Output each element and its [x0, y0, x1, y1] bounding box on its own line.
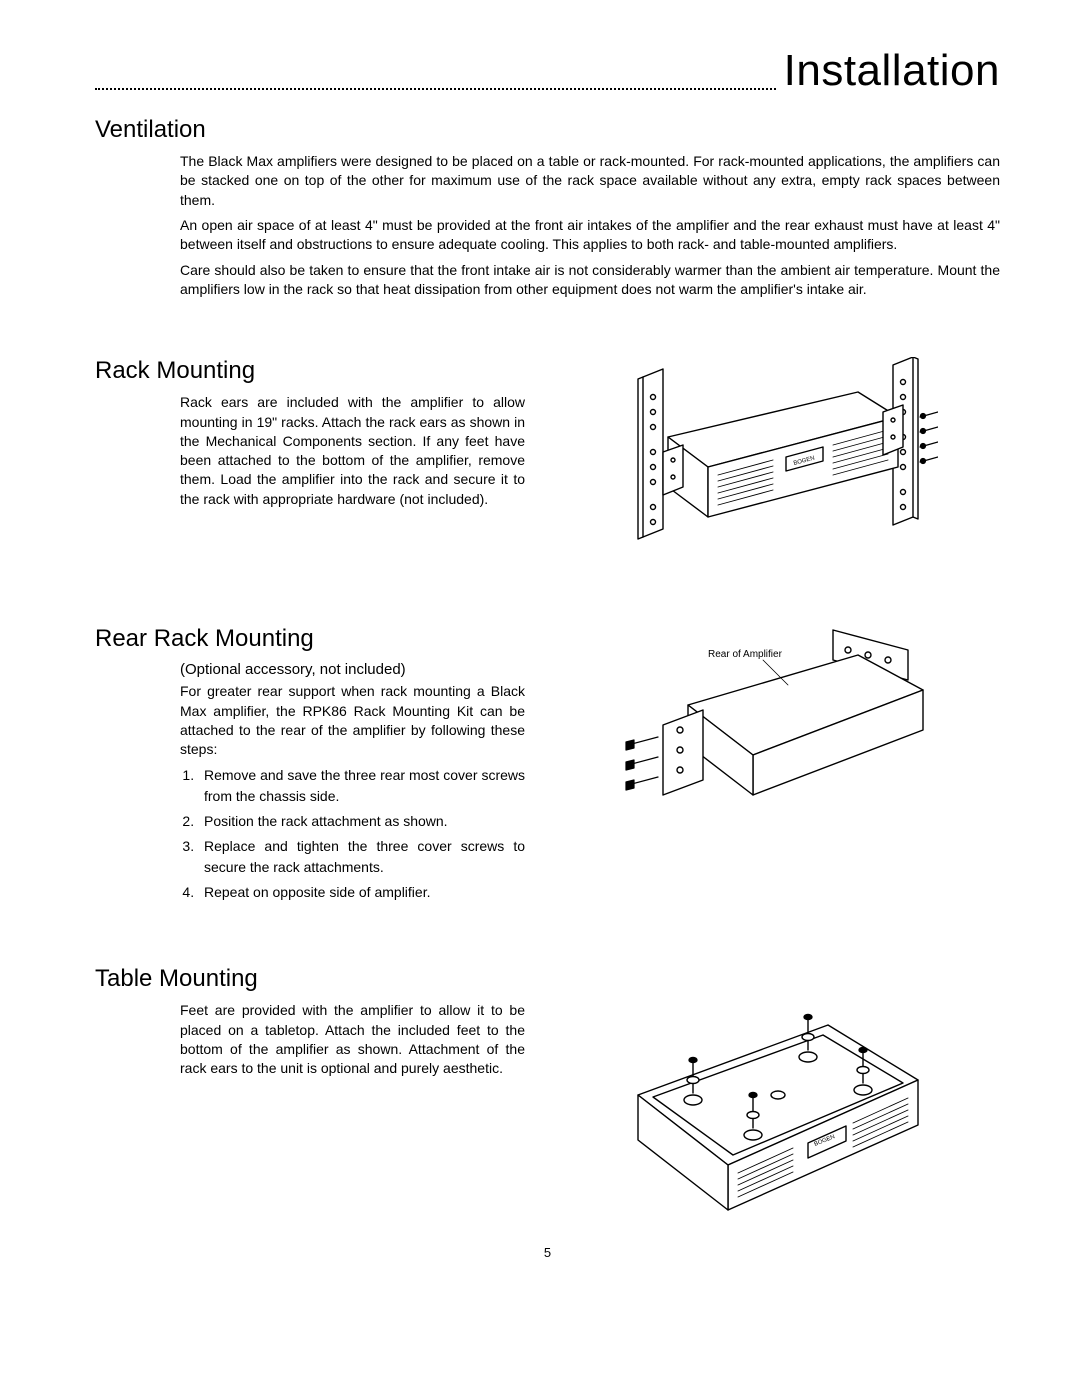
heading-ventilation: Ventilation [95, 116, 1000, 144]
page-number: 5 [95, 1245, 1000, 1260]
ventilation-p1: The Black Max amplifiers were designed t… [180, 152, 1000, 210]
section-rear-rack: Rear Rack Mounting (Optional accessory, … [95, 625, 1000, 907]
rack-p1: Rack ears are included with the amplifie… [180, 393, 525, 509]
rear-steps: Remove and save the three rear most cove… [198, 765, 525, 903]
section-ventilation: Ventilation The Black Max amplifiers wer… [95, 116, 1000, 299]
section-table: Table Mounting Feet are provided with th… [95, 965, 1000, 1215]
body-ventilation: The Black Max amplifiers were designed t… [180, 152, 1000, 299]
heading-rear: Rear Rack Mounting [95, 625, 525, 653]
rear-step-1: Remove and save the three rear most cove… [198, 765, 525, 807]
rear-p1: For greater rear support when rack mount… [180, 682, 525, 759]
heading-table: Table Mounting [95, 965, 525, 993]
rear-step-4: Repeat on opposite side of amplifier. [198, 882, 525, 903]
page-title: Installation [776, 46, 1000, 96]
figure-rear-rack: Rear of Amplifier [608, 625, 938, 855]
manual-page: Installation Ventilation The Black Max a… [0, 0, 1080, 1300]
figure-table-mounting: BOGEN [608, 965, 938, 1215]
ventilation-p3: Care should also be taken to ensure that… [180, 261, 1000, 300]
rear-step-3: Replace and tighten the three cover scre… [198, 836, 525, 878]
table-p1: Feet are provided with the amplifier to … [180, 1001, 525, 1078]
rear-fig-label: Rear of Amplifier [708, 649, 783, 660]
section-rack: Rack Mounting Rack ears are included wit… [95, 357, 1000, 567]
heading-rack: Rack Mounting [95, 357, 525, 385]
figure-rack-mounting: BOGEN [608, 357, 938, 567]
rear-subtitle: (Optional accessory, not included) [180, 661, 525, 678]
rear-step-2: Position the rack attachment as shown. [198, 811, 525, 832]
ventilation-p2: An open air space of at least 4" must be… [180, 216, 1000, 255]
